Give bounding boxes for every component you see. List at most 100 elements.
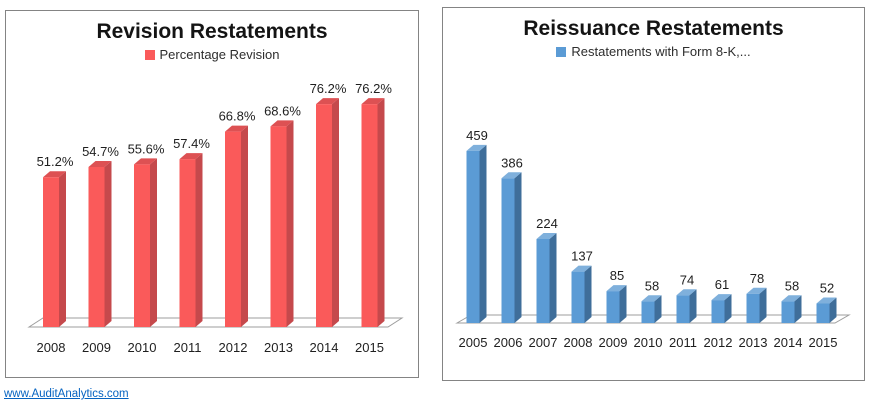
category-label: 2005	[459, 335, 488, 350]
value-label: 58	[645, 278, 659, 293]
bar-2013	[270, 126, 287, 327]
bar-2009	[606, 291, 620, 323]
bar-top-2013	[270, 120, 294, 127]
bar-2009	[88, 167, 105, 327]
legend-label: Restatements with Form 8-K,...	[571, 44, 751, 59]
bar-side-2013	[286, 120, 294, 327]
audit-analytics-link[interactable]: www.AuditAnalytics.com	[4, 388, 129, 400]
bar-side-2007	[549, 233, 557, 323]
value-label: 76.2%	[355, 81, 392, 96]
value-label: 52	[820, 281, 834, 296]
value-label: 61	[715, 277, 729, 292]
legend-swatch-icon	[144, 49, 155, 60]
chart-panel-reissuance: Reissuance Restatements Restatements wit…	[442, 7, 865, 381]
value-label: 85	[610, 268, 624, 283]
value-label: 224	[536, 216, 558, 231]
category-label: 2014	[310, 340, 339, 355]
value-label: 78	[750, 271, 764, 286]
value-label: 386	[501, 155, 523, 170]
legend-label: Percentage Revision	[159, 47, 280, 62]
chart-floor	[27, 317, 404, 328]
bar-top-2009	[606, 285, 627, 292]
category-label: 2010	[634, 335, 663, 350]
bar-side-2008	[59, 171, 66, 327]
chart-panel-revision: Revision Restatements Percentage Revisio…	[5, 10, 419, 378]
bar-side-2014	[332, 98, 339, 328]
bar-top-2008	[43, 171, 66, 178]
value-label: 55.6%	[128, 141, 165, 156]
category-label: 2009	[82, 340, 111, 355]
revision-chart-plot: 51.2% 2008 54.7% 2009 55.6% 2010 57.4% 2011 66.8…	[27, 81, 404, 355]
value-label: 68.6%	[264, 103, 301, 118]
category-label: 2009	[599, 335, 628, 350]
bar-2015	[361, 104, 378, 328]
chart-legend-revision: Percentage Revision	[6, 47, 418, 62]
bar-side-2013	[759, 287, 767, 323]
bar-side-2006	[514, 172, 522, 323]
category-label: 2015	[809, 335, 838, 350]
bar-side-2009	[104, 161, 112, 327]
bar-top-2005	[466, 144, 487, 151]
bar-top-2011	[676, 289, 697, 296]
bar-top-2012	[225, 125, 248, 132]
category-label: 2007	[529, 335, 558, 350]
bar-2008	[43, 177, 59, 327]
category-label: 2010	[128, 340, 157, 355]
bar-side-2014	[794, 295, 802, 323]
category-label: 2012	[704, 335, 733, 350]
category-label: 2012	[219, 340, 248, 355]
category-label: 2011	[174, 340, 202, 355]
bar-2012	[711, 300, 725, 323]
bar-side-2011	[195, 153, 203, 327]
bar-2012	[225, 131, 241, 327]
bar-side-2005	[479, 144, 487, 323]
bar-top-2014	[781, 295, 802, 302]
bar-2014	[316, 104, 332, 328]
bar-side-2011	[689, 289, 697, 323]
category-label: 2014	[774, 335, 803, 350]
bar-2010	[641, 301, 655, 323]
bar-top-2009	[88, 161, 112, 168]
category-label: 2013	[264, 340, 293, 355]
category-label: 2008	[564, 335, 593, 350]
bar-side-2008	[584, 265, 592, 323]
value-label: 76.2%	[310, 81, 347, 96]
bar-2013	[746, 293, 760, 323]
value-label: 66.8%	[219, 109, 256, 124]
category-label: 2013	[739, 335, 768, 350]
bar-top-2008	[571, 265, 592, 272]
chart-title-reissuance: Reissuance Restatements	[523, 17, 784, 40]
bar-top-2015	[361, 98, 385, 105]
bar-top-2015	[816, 297, 837, 304]
category-label: 2008	[37, 340, 66, 355]
legend-swatch-icon	[556, 46, 567, 57]
bar-top-2013	[746, 287, 767, 294]
value-label: 74	[680, 272, 694, 287]
bar-side-2010	[150, 158, 157, 327]
category-label: 2015	[355, 340, 384, 355]
bar-side-2012	[241, 125, 248, 327]
bar-2011	[179, 159, 196, 327]
value-label: 54.7%	[82, 144, 119, 159]
bar-2010	[134, 164, 150, 327]
category-label: 2006	[494, 335, 523, 350]
bar-top-2006	[501, 172, 522, 179]
bar-side-2015	[377, 98, 385, 328]
bar-top-2007	[536, 233, 557, 239]
chart-legend-reissuance: Restatements with Form 8-K,...	[443, 44, 864, 59]
bar-side-2009	[619, 285, 627, 323]
value-label: 58	[785, 278, 799, 293]
bar-2008	[571, 271, 585, 323]
bar-top-2014	[316, 98, 339, 105]
bar-top-2010	[641, 295, 662, 302]
category-label: 2011	[669, 335, 697, 350]
chart-title-revision: Revision Restatements	[96, 20, 328, 43]
bar-side-2010	[654, 295, 662, 323]
bar-top-2012	[711, 294, 732, 301]
bar-2007	[536, 239, 550, 323]
bar-2005	[466, 150, 480, 323]
value-label: 57.4%	[173, 136, 210, 151]
bar-2014	[781, 301, 795, 323]
bar-side-2012	[724, 294, 732, 323]
value-label: 137	[571, 249, 593, 264]
